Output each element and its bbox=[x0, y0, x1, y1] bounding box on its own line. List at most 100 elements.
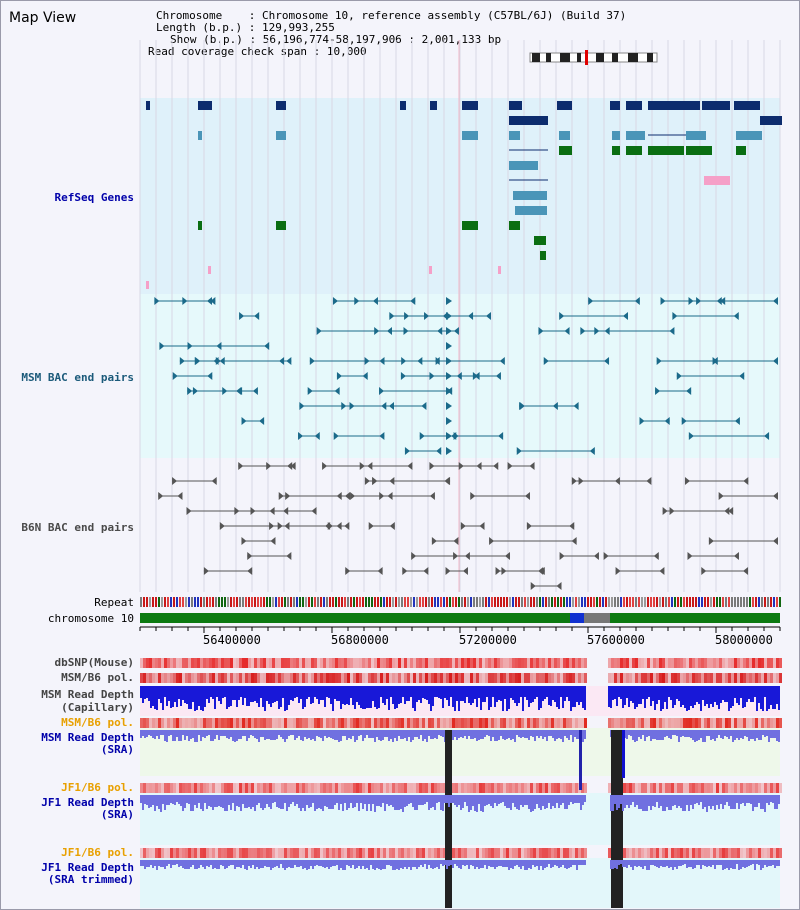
msm-pol-label[interactable]: MSM/B6 pol. bbox=[61, 671, 134, 684]
refseq-gene bbox=[509, 116, 548, 125]
jf1-pol-label[interactable]: JF1/B6 pol. bbox=[61, 781, 134, 794]
repeat-element bbox=[356, 597, 358, 607]
dbsnp-label[interactable]: dbSNP(Mouse) bbox=[54, 656, 134, 669]
heat-cell bbox=[344, 848, 347, 858]
depth-bar bbox=[316, 795, 318, 809]
depth-bar bbox=[746, 860, 748, 867]
depth-bar bbox=[258, 730, 260, 742]
depth-bar bbox=[634, 795, 636, 807]
heat-cell bbox=[572, 783, 575, 793]
depth-bar bbox=[674, 860, 676, 867]
bac-end-marker bbox=[389, 522, 395, 530]
heat-cell bbox=[758, 718, 761, 728]
bac-end-marker bbox=[332, 297, 338, 305]
bac-end-marker bbox=[336, 372, 342, 380]
heat-cell bbox=[776, 783, 779, 793]
heat-cell bbox=[722, 848, 725, 858]
jf1-read-depth-trimmed-label[interactable]: JF1 Read Depth bbox=[41, 861, 134, 874]
heat-cell bbox=[302, 658, 305, 668]
heat-cell bbox=[563, 718, 566, 728]
heat-cell bbox=[752, 673, 755, 683]
heat-cell bbox=[713, 718, 716, 728]
repeat-element bbox=[632, 597, 634, 607]
repeat-element bbox=[440, 597, 442, 607]
bac-end-marker bbox=[367, 462, 373, 470]
repeat-element bbox=[377, 597, 379, 607]
heat-cell bbox=[209, 848, 212, 858]
heat-cell bbox=[659, 658, 662, 668]
bac-end-marker bbox=[336, 492, 342, 500]
bac-end-marker bbox=[519, 402, 525, 410]
heat-cell bbox=[380, 658, 383, 668]
heat-cell bbox=[749, 718, 752, 728]
depth-bar bbox=[276, 686, 278, 701]
bac-end-marker bbox=[734, 417, 740, 425]
heat-cell bbox=[398, 783, 401, 793]
msm-pol-sra-label[interactable]: MSM/B6 pol. bbox=[61, 716, 134, 729]
depth-bar bbox=[398, 730, 400, 736]
heat-cell bbox=[284, 783, 287, 793]
depth-bar bbox=[524, 730, 526, 738]
heat-cell bbox=[203, 658, 206, 668]
heat-cell bbox=[176, 848, 179, 858]
depth-bar bbox=[764, 730, 766, 737]
heat-cell bbox=[677, 783, 680, 793]
bac-end-marker bbox=[773, 537, 778, 545]
heat-cell bbox=[218, 673, 221, 683]
depth-bar bbox=[180, 860, 182, 866]
repeat-element bbox=[641, 597, 643, 607]
heat-cell bbox=[413, 673, 416, 683]
depth-bar bbox=[166, 860, 168, 866]
repeat-element bbox=[719, 597, 721, 607]
depth-bar bbox=[212, 795, 214, 810]
depth-bar bbox=[560, 860, 562, 867]
jf1-pol-trimmed-label[interactable]: JF1/B6 pol. bbox=[61, 846, 134, 859]
depth-bar bbox=[650, 795, 652, 810]
depth-bar bbox=[632, 860, 634, 870]
msm-bac-end-pairs-label[interactable]: MSM BAC end pairs bbox=[21, 371, 134, 384]
depth-bar bbox=[578, 860, 580, 865]
bac-end-marker bbox=[429, 462, 435, 470]
heat-cell bbox=[320, 718, 323, 728]
depth-bar bbox=[382, 795, 384, 803]
depth-bar bbox=[758, 730, 760, 740]
depth-bar bbox=[508, 795, 510, 808]
depth-bar bbox=[348, 686, 350, 705]
msm-read-depth-capillary-label[interactable]: MSM Read Depth bbox=[41, 688, 134, 701]
depth-bar bbox=[648, 795, 650, 806]
depth-bar bbox=[514, 860, 516, 866]
depth-bar bbox=[696, 860, 698, 865]
depth-bar bbox=[644, 686, 646, 708]
heat-cell bbox=[437, 673, 440, 683]
depth-bar bbox=[172, 686, 174, 707]
refseq-genes-label[interactable]: RefSeq Genes bbox=[54, 191, 134, 204]
heat-cell bbox=[641, 718, 644, 728]
depth-bar bbox=[400, 860, 402, 868]
bac-end-marker bbox=[446, 432, 452, 440]
refseq-gene bbox=[509, 161, 538, 170]
b6n-bac-end-pairs-label[interactable]: B6N BAC end pairs bbox=[21, 521, 134, 534]
depth-bar bbox=[264, 795, 266, 808]
heat-cell bbox=[518, 658, 521, 668]
bac-end-marker bbox=[720, 297, 726, 305]
repeat-element bbox=[386, 597, 388, 607]
depth-bar bbox=[404, 860, 406, 867]
bac-end-marker bbox=[211, 477, 217, 485]
depth-bar bbox=[214, 860, 216, 868]
heat-cell bbox=[497, 848, 500, 858]
depth-bar bbox=[712, 860, 714, 865]
heat-cell bbox=[713, 658, 716, 668]
msm-read-depth-sra-label[interactable]: MSM Read Depth bbox=[41, 731, 134, 744]
depth-bar bbox=[440, 730, 442, 736]
depth-bar bbox=[358, 795, 360, 811]
depth-bar bbox=[446, 686, 448, 700]
jf1-read-depth-sra-label[interactable]: JF1 Read Depth bbox=[41, 796, 134, 809]
depth-bar bbox=[384, 860, 386, 869]
repeat-element bbox=[248, 597, 250, 607]
depth-bar bbox=[582, 860, 584, 865]
depth-bar bbox=[564, 860, 566, 868]
depth-bar bbox=[226, 860, 228, 868]
heat-cell bbox=[407, 848, 410, 858]
depth-bar bbox=[500, 686, 502, 701]
